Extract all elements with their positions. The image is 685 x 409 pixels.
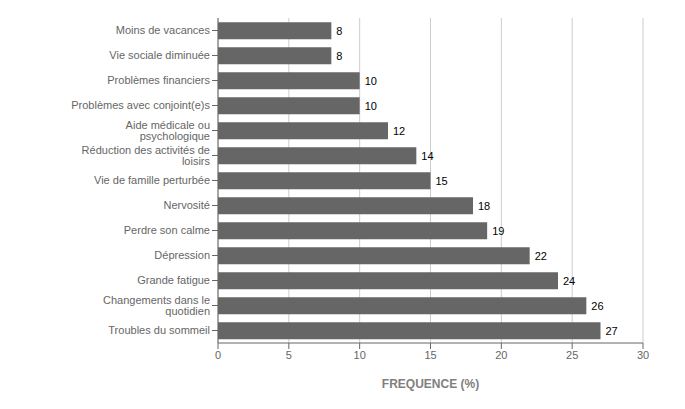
svg-text:Moins de vacances: Moins de vacances: [116, 24, 211, 36]
svg-text:15: 15: [424, 349, 436, 361]
svg-text:15: 15: [436, 175, 448, 187]
svg-text:20: 20: [495, 349, 507, 361]
svg-text:10: 10: [354, 349, 366, 361]
svg-text:Problèmes financiers: Problèmes financiers: [107, 74, 210, 86]
svg-text:24: 24: [563, 275, 575, 287]
svg-text:10: 10: [365, 75, 377, 87]
svg-text:27: 27: [606, 325, 618, 337]
svg-text:Vie de famille perturbée: Vie de famille perturbée: [94, 174, 210, 186]
svg-text:Aide médicale oupsychologique: Aide médicale oupsychologique: [126, 119, 210, 142]
svg-text:10: 10: [365, 100, 377, 112]
svg-text:14: 14: [421, 150, 433, 162]
svg-text:8: 8: [336, 25, 342, 37]
svg-text:Troubles du sommeil: Troubles du sommeil: [108, 324, 210, 336]
svg-text:8: 8: [336, 50, 342, 62]
svg-text:Nervosité: Nervosité: [164, 199, 210, 211]
svg-text:25: 25: [566, 349, 578, 361]
svg-text:19: 19: [492, 225, 504, 237]
svg-text:FREQUENCE (%): FREQUENCE (%): [382, 377, 479, 391]
svg-text:Réduction des activités delois: Réduction des activités deloisirs: [82, 144, 211, 167]
svg-text:0: 0: [215, 349, 221, 361]
svg-text:Dépression: Dépression: [154, 249, 210, 261]
svg-text:Grande fatigue: Grande fatigue: [137, 274, 210, 286]
svg-text:22: 22: [535, 250, 547, 262]
svg-text:Problèmes avec conjoint(e)s: Problèmes avec conjoint(e)s: [71, 99, 210, 111]
svg-text:12: 12: [393, 125, 405, 137]
svg-text:5: 5: [286, 349, 292, 361]
svg-text:30: 30: [637, 349, 649, 361]
svg-text:Changements dans lequotidien: Changements dans lequotidien: [103, 294, 210, 317]
svg-text:Vie sociale diminuée: Vie sociale diminuée: [109, 49, 210, 61]
svg-text:Perdre son calme: Perdre son calme: [124, 224, 210, 236]
svg-text:26: 26: [591, 300, 603, 312]
svg-text:18: 18: [478, 200, 490, 212]
